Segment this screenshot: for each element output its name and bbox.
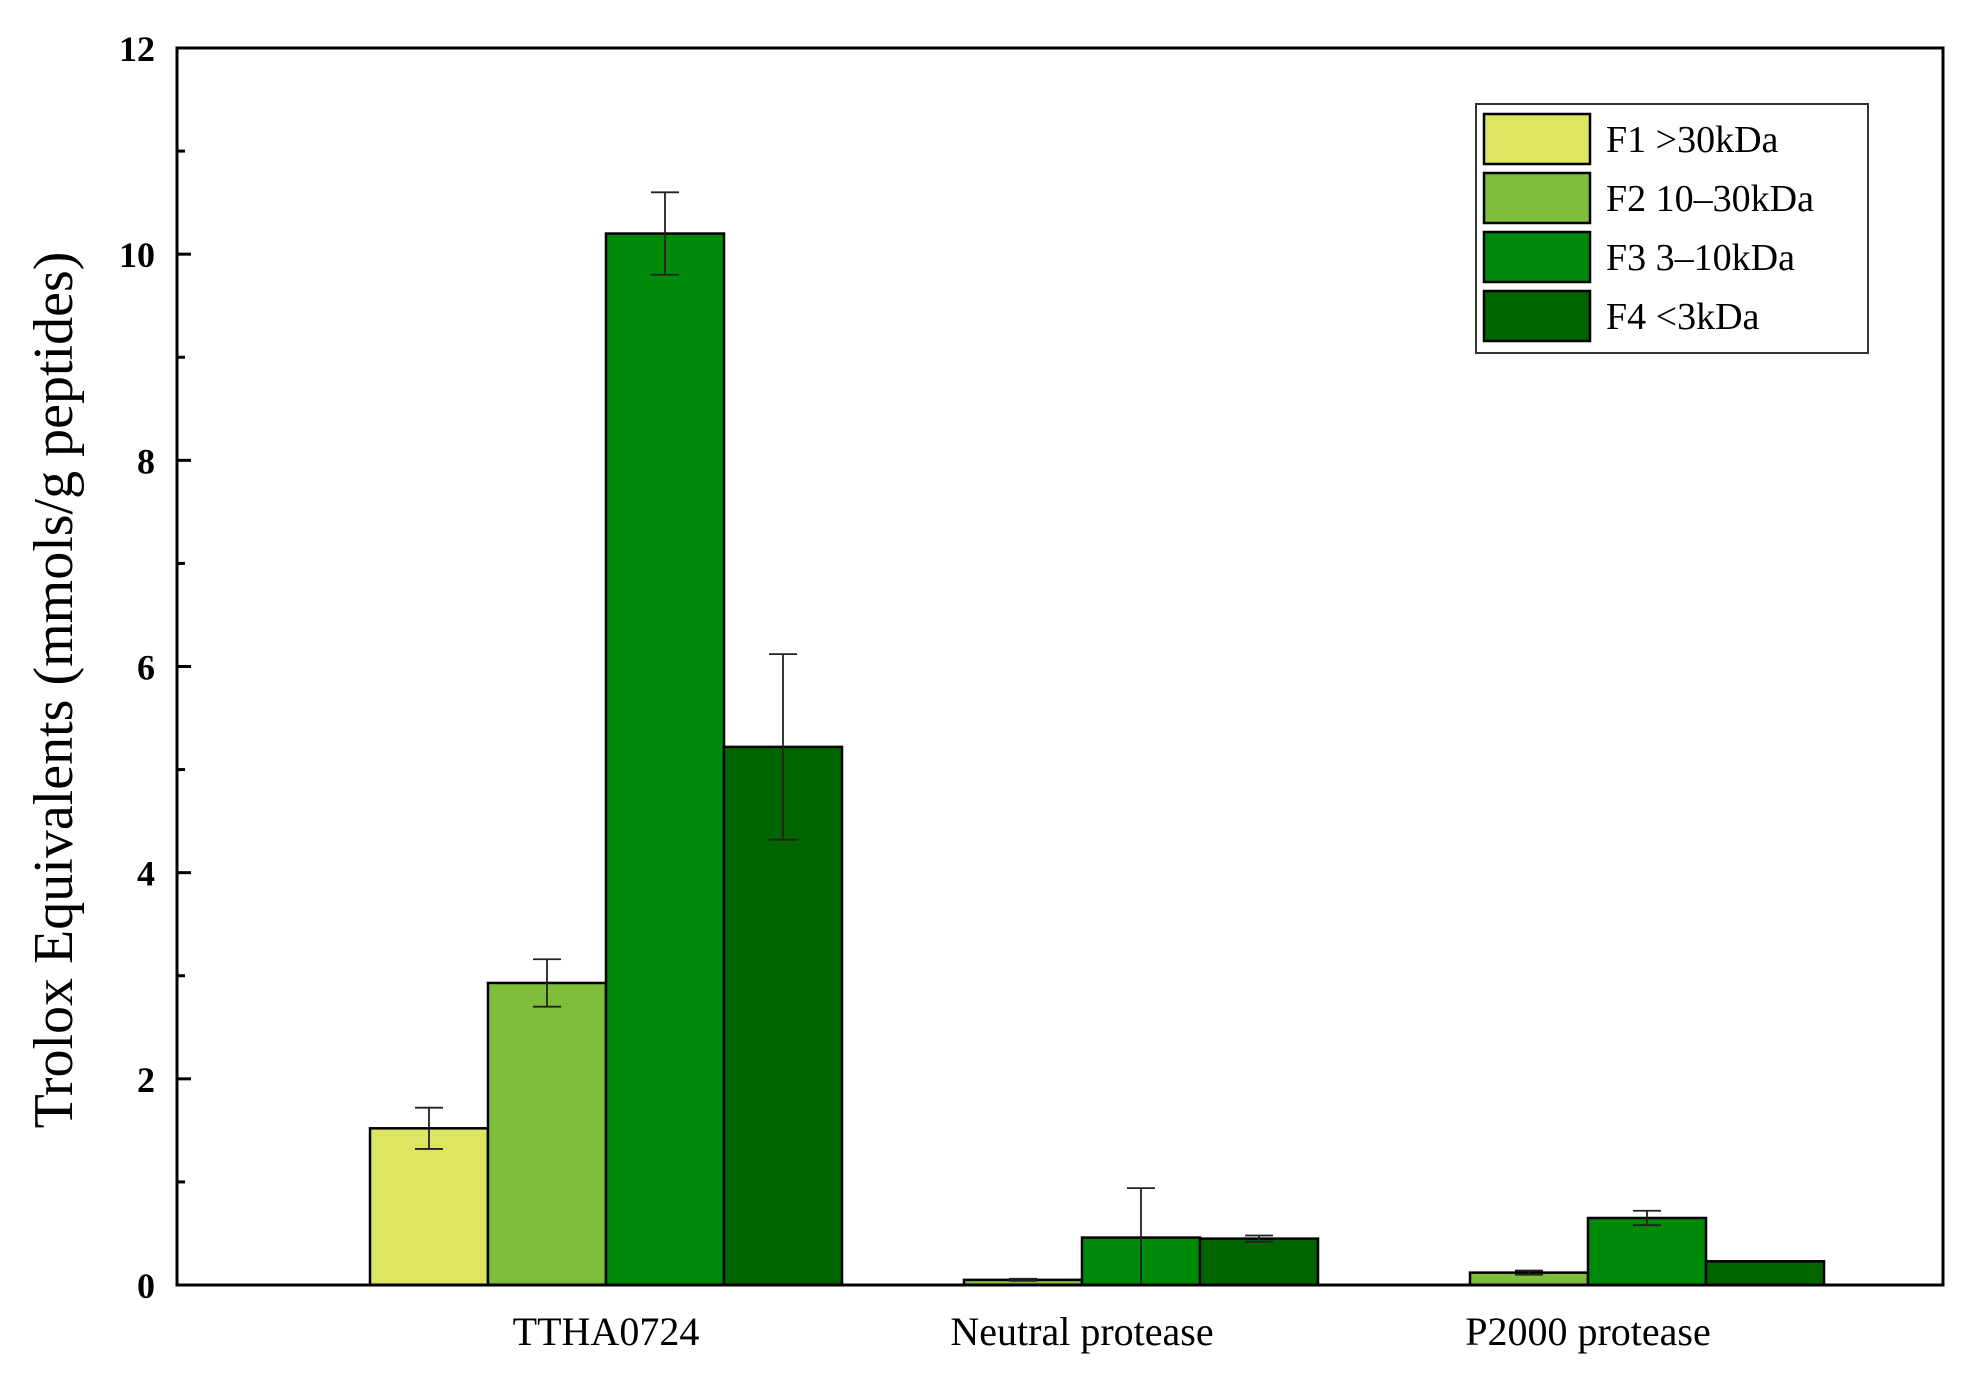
y-axis-title: Trolox Equivalents (mmols/g peptides) [23,252,85,1129]
bar-3-1 [604,232,726,1287]
bar-3-3 [1586,1216,1708,1287]
legend-item-1: F1 >30kDa [1482,112,1779,166]
legend-swatch [1482,171,1592,225]
error-bar-2-3 [1515,1269,1543,1276]
error-bar-1-1 [415,1106,443,1150]
axes-layer: 0 2 4 6 8 10 12 TTHA0724 Neutral protease P2000 p… [119,29,1945,1354]
legend-label: F1 >30kDa [1606,119,1779,161]
legend-item-4: F4 <3kDa [1482,289,1760,343]
y-tick-label: 2 [137,1060,155,1100]
y-tick-label: 0 [137,1266,155,1306]
legend-item-2: F2 10–30kDa [1482,171,1814,225]
error-bar-4-1 [769,653,797,841]
y-tick-label: 10 [119,235,155,275]
bar-4-2 [1198,1237,1320,1287]
error-bar-3-1 [651,191,679,276]
legend-swatch [1482,112,1592,166]
error-bar-2-1 [533,958,561,1008]
legend-label: F3 3–10kDa [1606,237,1795,279]
y-tick-label: 6 [137,648,155,688]
error-bar-3-3 [1633,1209,1661,1227]
x-category-label: P2000 protease [1465,1309,1711,1354]
legend-swatch [1482,230,1592,284]
legend-label: F4 <3kDa [1606,296,1760,338]
legend-label: F2 10–30kDa [1606,178,1814,220]
error-bars-layer [415,191,1661,1286]
bar-4-3 [1704,1260,1826,1287]
error-bar-2-2 [1009,1277,1037,1282]
y-tick-label: 4 [137,854,155,894]
y-tick-label: 8 [137,441,155,481]
bars-layer [368,232,1826,1287]
x-category-label: Neutral protease [950,1309,1213,1354]
bar-1-1 [368,1127,490,1287]
error-bar-4-2 [1245,1234,1273,1243]
bar-2-1 [486,981,608,1287]
legend: F1 >30kDa F2 10–30kDa F3 3–10kDa F4 <3kDa [1475,103,1869,354]
legend-item-3: F3 3–10kDa [1482,230,1795,284]
y-tick-label: 12 [119,29,155,69]
x-category-label: TTHA0724 [513,1309,700,1354]
legend-swatch [1482,289,1592,343]
